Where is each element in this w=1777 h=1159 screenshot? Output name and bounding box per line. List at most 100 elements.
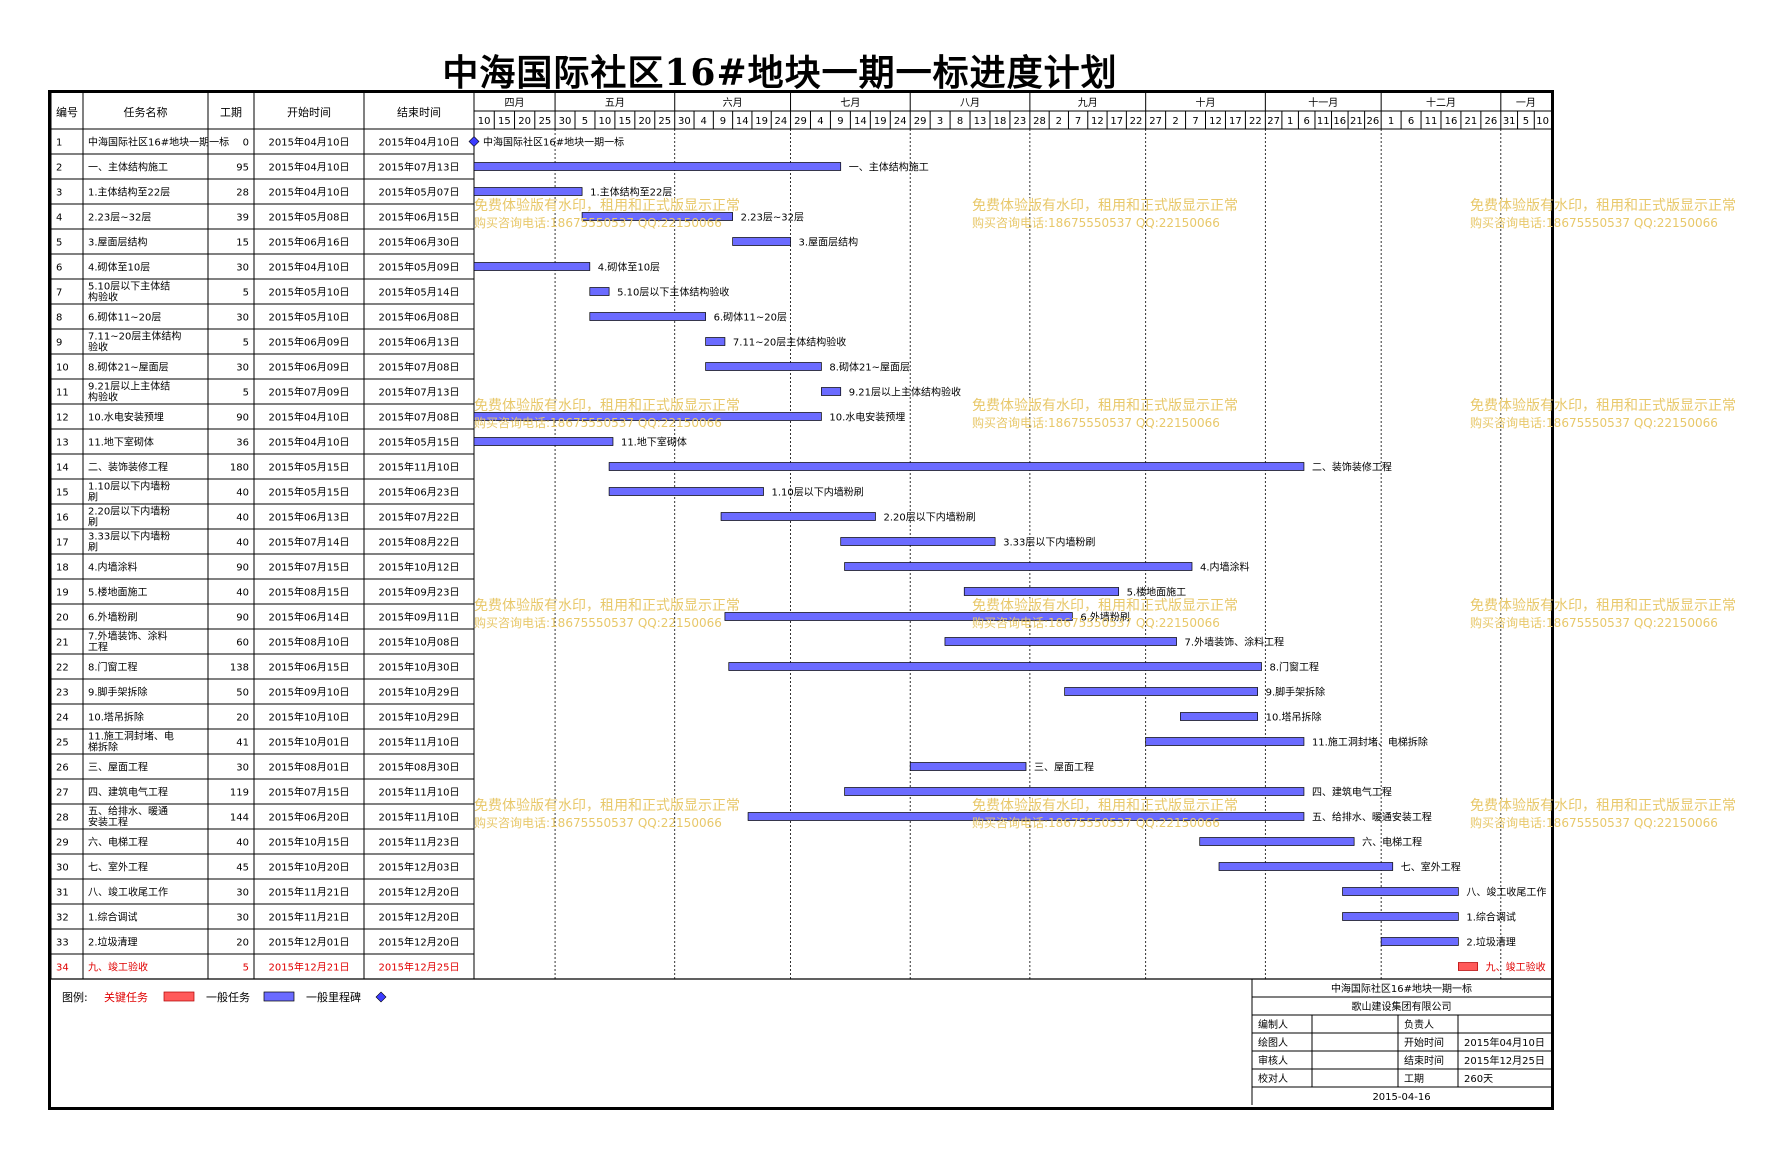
task-end: 2015年08月22日 xyxy=(379,536,460,549)
info-cell: 工期 xyxy=(1404,1073,1424,1085)
info-project: 中海国际社区16#地块一期一标 xyxy=(1331,982,1472,995)
task-start: 2015年08月01日 xyxy=(269,761,350,774)
task-id: 31 xyxy=(56,888,69,899)
bar-label: 4.内墙涂料 xyxy=(1200,561,1250,574)
task-end: 2015年11月23日 xyxy=(379,836,460,849)
task-duration: 40 xyxy=(236,538,249,549)
task-start: 2015年06月09日 xyxy=(269,361,350,374)
day-label: 16 xyxy=(1445,116,1458,127)
task-id: 15 xyxy=(56,488,69,499)
task-bar xyxy=(1064,687,1258,696)
task-end: 2015年05月07日 xyxy=(379,186,460,199)
bar-label: 1.主体结构至22层 xyxy=(590,186,672,199)
task-start: 2015年07月15日 xyxy=(269,786,350,799)
task-duration: 138 xyxy=(230,663,249,674)
header-id: 编号 xyxy=(56,105,78,119)
task-id: 18 xyxy=(56,563,69,574)
task-duration: 30 xyxy=(236,913,249,924)
watermark-line1: 免费体验版有水印，租用和正式版显示正常 xyxy=(474,798,740,814)
task-duration: 40 xyxy=(236,588,249,599)
day-label: 25 xyxy=(539,116,552,127)
bar-label: 一、主体结构施工 xyxy=(849,161,929,174)
task-end: 2015年07月13日 xyxy=(379,161,460,174)
day-label: 19 xyxy=(874,116,887,127)
task-id: 29 xyxy=(56,838,69,849)
day-label: 25 xyxy=(658,116,671,127)
task-start: 2015年05月10日 xyxy=(269,286,350,299)
watermark-line2: 购买咨询电话:18675550537 QQ:22150066 xyxy=(1470,415,1718,430)
day-label: 21 xyxy=(1465,116,1478,127)
day-label: 17 xyxy=(1229,116,1242,127)
task-name-line2: 构验收 xyxy=(88,291,118,304)
day-label: 30 xyxy=(678,116,691,127)
page-title: 中海国际社区16#地块一期一标进度计划 xyxy=(442,52,1118,94)
task-bar xyxy=(473,437,614,446)
bar-label: 二、装饰装修工程 xyxy=(1312,461,1392,474)
task-start: 2015年05月15日 xyxy=(269,486,350,499)
task-id: 13 xyxy=(56,438,69,449)
task-id: 23 xyxy=(56,688,69,699)
task-name: 6.砌体11~20层 xyxy=(88,312,161,324)
task-end: 2015年12月20日 xyxy=(379,936,460,949)
task-end: 2015年06月23日 xyxy=(379,486,460,499)
task-id: 34 xyxy=(56,963,69,974)
task-name: 六、电梯工程 xyxy=(88,836,148,849)
header-start: 开始时间 xyxy=(287,105,331,119)
task-bar xyxy=(720,512,876,521)
task-id: 6 xyxy=(56,263,62,274)
task-end: 2015年10月08日 xyxy=(379,636,460,649)
task-duration: 60 xyxy=(236,638,249,649)
task-end: 2015年07月22日 xyxy=(379,511,460,524)
bar-label: 3.33层以下内墙粉刷 xyxy=(1003,536,1095,549)
task-duration: 5 xyxy=(243,388,249,399)
milestone-marker xyxy=(468,136,480,147)
day-label: 15 xyxy=(619,116,632,127)
watermark-line1: 免费体验版有水印，租用和正式版显示正常 xyxy=(474,398,740,414)
task-id: 2 xyxy=(56,163,62,174)
task-bar xyxy=(724,612,1073,621)
task-id: 14 xyxy=(56,463,69,474)
day-label: 12 xyxy=(1209,116,1222,127)
task-bar xyxy=(844,787,1305,796)
task-id: 20 xyxy=(56,613,69,624)
day-label: 7 xyxy=(1075,116,1081,127)
info-cell: 2015年04月10日 xyxy=(1464,1036,1545,1049)
task-id: 19 xyxy=(56,588,69,599)
day-label: 15 xyxy=(498,116,511,127)
task-duration: 5 xyxy=(243,963,249,974)
task-name: 3.屋面层结构 xyxy=(88,236,148,249)
task-duration: 5 xyxy=(243,288,249,299)
day-label: 5 xyxy=(1523,116,1529,127)
bar-label: 5.楼地面施工 xyxy=(1127,586,1187,599)
task-name: 7.11~20层主体结构 xyxy=(88,330,181,343)
watermark-line2: 购买咨询电话:18675550537 QQ:22150066 xyxy=(1470,615,1718,630)
task-end: 2015年11月10日 xyxy=(379,811,460,824)
task-name-line2: 安装工程 xyxy=(88,816,128,829)
day-label: 10 xyxy=(1536,116,1549,127)
day-label: 19 xyxy=(755,116,768,127)
watermark-line2: 购买咨询电话:18675550537 QQ:22150066 xyxy=(972,415,1220,430)
day-label: 6 xyxy=(1304,116,1310,127)
task-start: 2015年06月15日 xyxy=(269,661,350,674)
task-name: 2.23层~32层 xyxy=(88,212,151,224)
task-id: 7 xyxy=(56,288,62,299)
task-name: 中海国际社区16#地块一期一标 xyxy=(88,136,229,149)
day-label: 2 xyxy=(1056,116,1062,127)
task-name: 3.33层以下内墙粉 xyxy=(88,530,170,543)
task-bar xyxy=(728,662,1262,671)
task-name-line2: 梯拆除 xyxy=(88,741,118,754)
bar-label: 三、屋面工程 xyxy=(1034,762,1094,774)
bar-label: 10.塔吊拆除 xyxy=(1266,711,1322,724)
task-duration: 40 xyxy=(236,488,249,499)
task-duration: 39 xyxy=(236,213,249,224)
bar-label: 7.外墙装饰、涂料工程 xyxy=(1185,636,1285,649)
task-name-line2: 验收 xyxy=(88,341,108,354)
task-end: 2015年05月09日 xyxy=(379,261,460,274)
task-start: 2015年12月01日 xyxy=(269,936,350,949)
info-cell: 编制人 xyxy=(1258,1018,1288,1031)
task-end: 2015年06月15日 xyxy=(379,211,460,224)
day-label: 11 xyxy=(1425,116,1438,127)
task-start: 2015年10月10日 xyxy=(269,711,350,724)
task-bar xyxy=(909,762,1027,771)
task-name: 7.外墙装饰、涂料 xyxy=(88,630,168,643)
